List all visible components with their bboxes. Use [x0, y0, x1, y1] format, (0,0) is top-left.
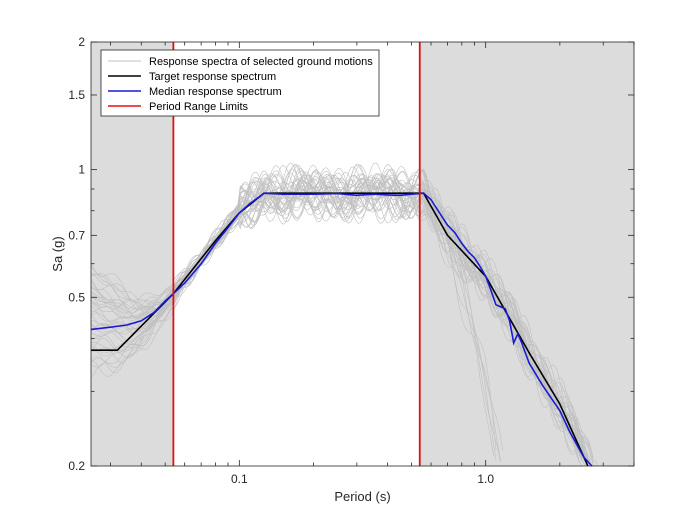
legend-box — [100, 49, 380, 117]
y-tick-label: 1.5 — [68, 88, 85, 102]
legend: Response spectra of selected ground moti… — [100, 49, 380, 117]
ground-motion-spectrum — [90, 170, 594, 459]
y-tick-label: 1 — [78, 163, 85, 177]
y-tick-label: 2 — [78, 35, 85, 49]
y-tick-label: 0.7 — [68, 228, 85, 242]
ground-motion-spectrum — [90, 164, 592, 466]
legend-entry: Median response spectrum — [149, 86, 282, 98]
target-response-spectrum-line — [91, 192, 589, 467]
shaded-region — [419, 42, 634, 466]
x-tick-label: 0.1 — [231, 472, 248, 486]
y-axis-label: Sa (g) — [50, 236, 65, 271]
median-response-spectrum-line — [90, 192, 593, 467]
y-tick-label: 0.5 — [68, 290, 85, 304]
x-tick-label: 1.0 — [477, 472, 494, 486]
x-axis-label: Period (s) — [334, 489, 390, 504]
series-lines — [90, 192, 593, 467]
legend-entry: Target response spectrum — [149, 71, 276, 83]
legend-entry: Response spectra of selected ground moti… — [149, 56, 373, 68]
axis-ticks: 0.1 1.0 0.2 0.5 0.7 1 1.5 2 — [68, 35, 635, 486]
legend-entry: Period Range Limits — [149, 101, 249, 113]
plot-area-frame — [90, 41, 635, 467]
y-tick-label: 0.2 — [68, 459, 85, 473]
